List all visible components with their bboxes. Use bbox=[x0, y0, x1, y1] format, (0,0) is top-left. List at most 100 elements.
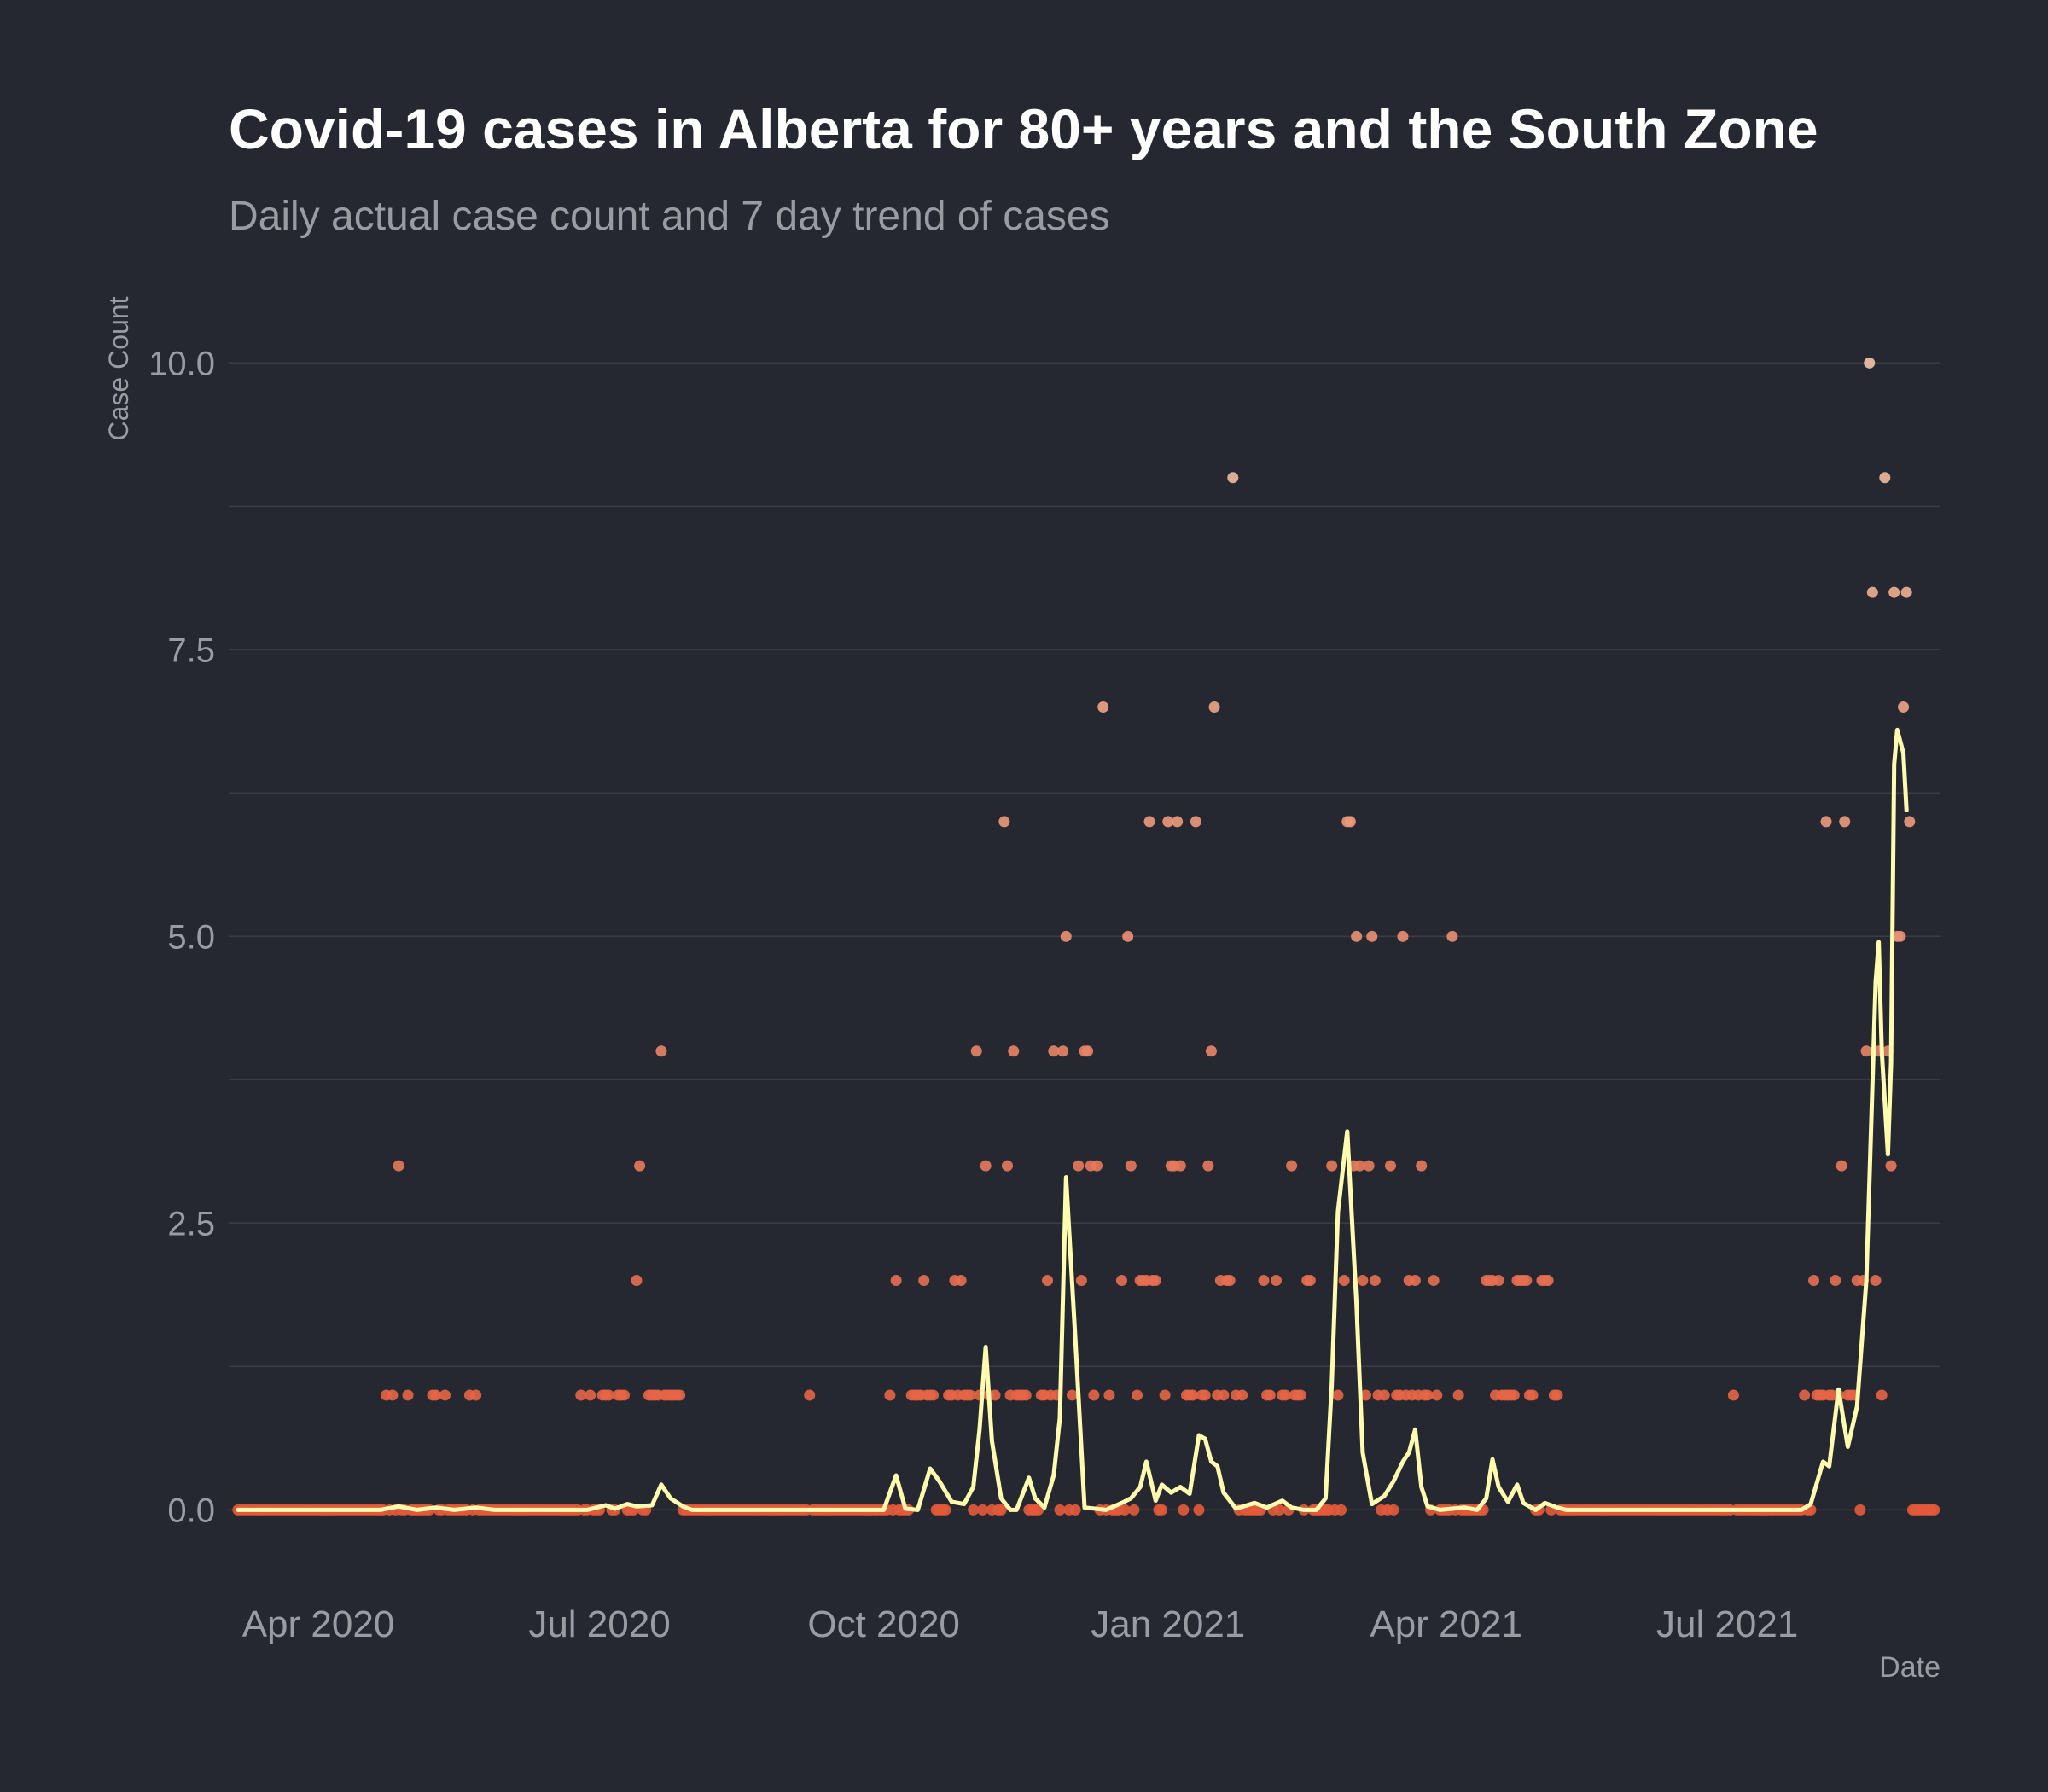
case-point bbox=[968, 1504, 980, 1516]
case-point bbox=[1159, 1389, 1171, 1401]
case-point bbox=[1193, 1504, 1205, 1516]
case-point bbox=[890, 1275, 902, 1287]
case-point bbox=[964, 1389, 976, 1401]
case-point bbox=[1894, 930, 1906, 942]
case-point bbox=[1172, 816, 1184, 828]
case-point bbox=[1088, 1389, 1100, 1401]
case-point bbox=[1042, 1275, 1054, 1287]
case-point bbox=[439, 1389, 451, 1401]
case-point bbox=[1492, 1275, 1504, 1287]
x-tick-label: Jul 2020 bbox=[528, 1603, 670, 1645]
case-point bbox=[995, 1504, 1007, 1516]
case-point bbox=[1378, 1389, 1390, 1401]
case-point bbox=[631, 1275, 643, 1287]
case-point bbox=[585, 1389, 596, 1401]
case-point bbox=[1060, 930, 1072, 942]
case-point bbox=[1073, 1160, 1085, 1172]
case-point bbox=[1866, 586, 1878, 598]
case-point bbox=[980, 1160, 992, 1172]
case-point bbox=[575, 1389, 587, 1401]
x-tick-label: Jul 2021 bbox=[1656, 1603, 1798, 1645]
y-tick-label: 0.0 bbox=[167, 1492, 215, 1529]
case-point bbox=[1904, 816, 1916, 828]
case-point bbox=[1428, 1275, 1440, 1287]
case-point bbox=[1332, 1389, 1344, 1401]
case-point bbox=[1888, 586, 1900, 598]
case-point bbox=[1879, 472, 1891, 484]
case-point bbox=[1190, 816, 1201, 828]
x-tick-label: Oct 2020 bbox=[807, 1603, 960, 1645]
case-point bbox=[1218, 1389, 1230, 1401]
case-point bbox=[1508, 1389, 1520, 1401]
case-point bbox=[1870, 1275, 1882, 1287]
case-point bbox=[1830, 1275, 1841, 1287]
case-point bbox=[674, 1389, 686, 1401]
case-count-points bbox=[232, 357, 1940, 1516]
case-point bbox=[1067, 1389, 1079, 1401]
y-axis-ticks: 0.0 2.5 5.0 7.5 10.0 bbox=[148, 345, 215, 1529]
case-point bbox=[1839, 816, 1851, 828]
case-point bbox=[1363, 1160, 1375, 1172]
case-point bbox=[1149, 1275, 1161, 1287]
x-tick-label: Apr 2020 bbox=[242, 1603, 395, 1645]
case-point bbox=[1258, 1275, 1270, 1287]
case-point bbox=[1001, 1160, 1013, 1172]
case-point bbox=[1236, 1389, 1248, 1401]
case-point bbox=[1360, 1389, 1372, 1401]
case-point bbox=[1199, 1389, 1211, 1401]
case-point bbox=[1048, 1045, 1060, 1057]
case-point bbox=[1820, 816, 1832, 828]
case-point bbox=[1384, 1160, 1396, 1172]
case-point bbox=[1115, 1275, 1127, 1287]
case-point bbox=[1900, 586, 1912, 598]
case-point bbox=[1075, 1275, 1087, 1287]
y-tick-label: 10.0 bbox=[148, 345, 215, 382]
case-point bbox=[1521, 1275, 1533, 1287]
case-point bbox=[1020, 1389, 1032, 1401]
case-point bbox=[1143, 816, 1155, 828]
case-point bbox=[1388, 1504, 1399, 1516]
case-point bbox=[1091, 1160, 1103, 1172]
case-point bbox=[1344, 816, 1356, 828]
case-point bbox=[634, 1160, 646, 1172]
case-point bbox=[1864, 357, 1876, 369]
case-point bbox=[1174, 1160, 1186, 1172]
case-point bbox=[1224, 1275, 1236, 1287]
case-point bbox=[393, 1160, 404, 1172]
case-point bbox=[1353, 1160, 1365, 1172]
case-point bbox=[1156, 1504, 1168, 1516]
case-point bbox=[1808, 1275, 1820, 1287]
case-point bbox=[970, 1045, 982, 1057]
case-point bbox=[1178, 1504, 1190, 1516]
case-point bbox=[1929, 1504, 1940, 1516]
case-point bbox=[1351, 930, 1363, 942]
case-point bbox=[1431, 1389, 1443, 1401]
case-point bbox=[1422, 1389, 1434, 1401]
case-point bbox=[618, 1389, 630, 1401]
case-point bbox=[1885, 1160, 1897, 1172]
case-point bbox=[1326, 1160, 1338, 1172]
case-point bbox=[1799, 1389, 1811, 1401]
case-point bbox=[1446, 930, 1458, 942]
chart-title: Covid-19 cases in Alberta for 80+ years … bbox=[229, 97, 1818, 160]
x-tick-label: Apr 2021 bbox=[1370, 1603, 1522, 1645]
case-point bbox=[804, 1389, 816, 1401]
case-point bbox=[1132, 1389, 1143, 1401]
case-point bbox=[1273, 1504, 1285, 1516]
case-point bbox=[884, 1389, 896, 1401]
case-point bbox=[402, 1389, 414, 1401]
y-tick-label: 5.0 bbox=[167, 918, 215, 956]
x-tick-label: Jan 2021 bbox=[1091, 1603, 1245, 1645]
case-point bbox=[1097, 701, 1109, 713]
case-point bbox=[1409, 1275, 1421, 1287]
y-tick-label: 7.5 bbox=[167, 631, 215, 669]
chart-subtitle: Daily actual case count and 7 day trend … bbox=[229, 194, 1110, 239]
case-point bbox=[602, 1389, 614, 1401]
case-point bbox=[1054, 1504, 1066, 1516]
case-point bbox=[977, 1504, 989, 1516]
case-point bbox=[1264, 1389, 1276, 1401]
case-point bbox=[1082, 1045, 1094, 1057]
case-point bbox=[1205, 1045, 1217, 1057]
grid-lines bbox=[229, 362, 1940, 1511]
